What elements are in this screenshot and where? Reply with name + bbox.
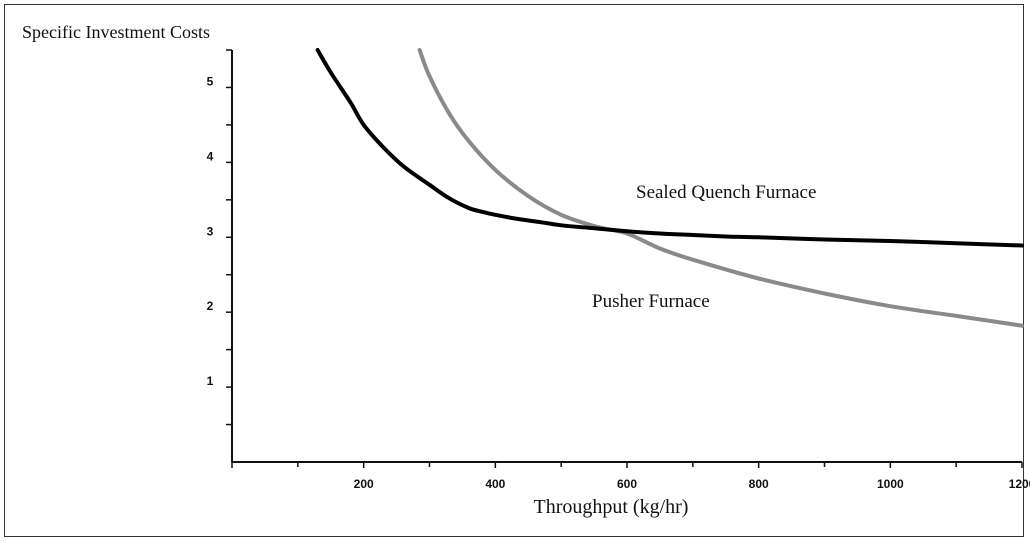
x-tick-label: 1200 xyxy=(1009,477,1030,491)
y-tick-label: 1 xyxy=(207,374,214,388)
axes: 1 2 3 4 5 200 400 600 800 1000 1200 xyxy=(207,49,1030,491)
y-axis-label: Specific Investment Costs xyxy=(22,22,210,42)
x-tick-label: 400 xyxy=(485,477,505,491)
x-tick-label: 1000 xyxy=(877,477,904,491)
y-tick-label: 4 xyxy=(207,149,214,163)
series-lines xyxy=(315,48,1024,328)
y-tick-label: 3 xyxy=(207,224,214,238)
series-label-pusher: Pusher Furnace xyxy=(592,291,710,312)
x-tick-label: 200 xyxy=(354,477,374,491)
y-tick-label: 2 xyxy=(207,299,214,313)
series-label-sealed-quench: Sealed Quench Furnace xyxy=(636,182,816,203)
chart-frame xyxy=(4,4,1024,537)
x-axis-label: Throughput (kg/hr) xyxy=(534,496,689,518)
y-tick-label: 5 xyxy=(207,74,214,88)
x-tick-label: 600 xyxy=(617,477,637,491)
x-tick-label: 800 xyxy=(749,477,769,491)
series-line-sealed-quench xyxy=(315,48,1024,248)
